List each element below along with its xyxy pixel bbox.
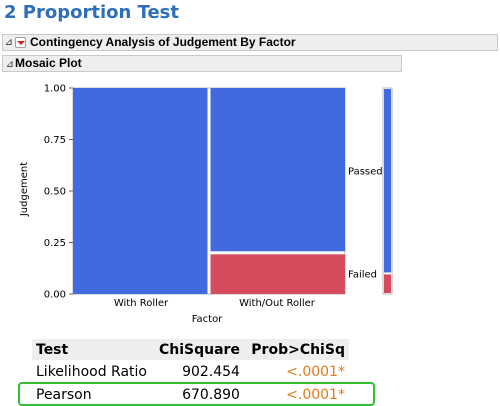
x-axis-label: Factor xyxy=(192,314,223,325)
test-name: Pearson xyxy=(36,386,92,403)
marginal-bar-frame xyxy=(382,87,393,295)
red-triangle-menu-icon[interactable] xyxy=(15,37,26,48)
mosaic-outline-header[interactable]: ⊿ Mosaic Plot xyxy=(2,55,402,72)
y-tick-label: 0.50 xyxy=(44,187,66,198)
table-row: Pearson 670.890 <.0001* xyxy=(32,383,349,406)
marginal-bar-failed xyxy=(384,274,391,293)
x-tick-label: With/Out Roller xyxy=(239,298,316,309)
chisquare-value: 902.454 xyxy=(182,363,240,380)
response-label-failed: Failed xyxy=(348,269,377,280)
report-outline-header[interactable]: ⊿ Contingency Analysis of Judgement By F… xyxy=(2,34,498,51)
y-tick-label: 1.00 xyxy=(44,84,66,95)
mosaic-plot: With Roller With/Out Roller Passed Failed 0… xyxy=(19,84,393,325)
column-header-chisquare: ChiSquare xyxy=(155,339,244,360)
y-axis-label: Judgement xyxy=(19,162,30,217)
mosaic-tile-failed xyxy=(210,254,345,294)
disclosure-triangle-icon[interactable]: ⊿ xyxy=(5,37,13,47)
chisquare-value: 670.890 xyxy=(182,386,240,403)
response-label-passed: Passed xyxy=(348,166,383,177)
prob-value: <.0001* xyxy=(286,386,345,403)
page-title: 2 Proportion Test xyxy=(4,2,179,23)
y-tick-label: 0.00 xyxy=(44,290,66,301)
y-tick-label: 0.75 xyxy=(44,135,66,146)
prob-value: <.0001* xyxy=(286,363,345,380)
test-name: Likelihood Ratio xyxy=(36,363,147,380)
column-header-prob: Prob>ChiSq xyxy=(243,339,349,360)
marginal-bar-passed xyxy=(384,89,391,273)
disclosure-triangle-icon[interactable]: ⊿ xyxy=(6,59,14,69)
test-table: Test ChiSquare Prob>ChiSq Likelihood Rat… xyxy=(32,339,349,406)
mosaic-title: Mosaic Plot xyxy=(15,56,82,70)
column-header-test: Test xyxy=(32,339,155,360)
table-header-row: Test ChiSquare Prob>ChiSq xyxy=(32,339,349,360)
y-tick-label: 0.25 xyxy=(44,238,66,249)
mosaic-tile-passed xyxy=(73,88,208,294)
report-title: Contingency Analysis of Judgement By Fac… xyxy=(30,35,296,49)
x-tick-label: With Roller xyxy=(114,298,169,309)
table-row: Likelihood Ratio 902.454 <.0001* xyxy=(32,360,349,383)
mosaic-tile-passed xyxy=(210,88,345,252)
